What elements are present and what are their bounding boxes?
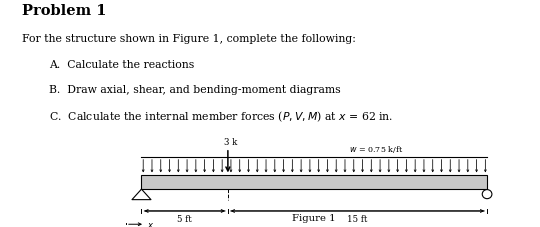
- Bar: [141, 176, 487, 189]
- Text: 3 k: 3 k: [224, 138, 237, 147]
- Text: Problem 1: Problem 1: [22, 4, 106, 18]
- Text: 15 ft: 15 ft: [347, 214, 368, 223]
- Circle shape: [482, 190, 492, 199]
- Text: A.  Calculate the reactions: A. Calculate the reactions: [49, 59, 194, 69]
- Text: $w$ = 0.75 k/ft: $w$ = 0.75 k/ft: [349, 143, 403, 154]
- Text: 5 ft: 5 ft: [177, 214, 192, 223]
- Text: Figure 1: Figure 1: [293, 213, 336, 222]
- Text: B.  Draw axial, shear, and bending-moment diagrams: B. Draw axial, shear, and bending-moment…: [49, 84, 340, 94]
- Text: C.  Calculate the internal member forces ($P, V, M$) at $x$ = 62 in.: C. Calculate the internal member forces …: [49, 109, 393, 124]
- Text: $x$: $x$: [147, 220, 154, 227]
- Text: For the structure shown in Figure 1, complete the following:: For the structure shown in Figure 1, com…: [22, 34, 355, 44]
